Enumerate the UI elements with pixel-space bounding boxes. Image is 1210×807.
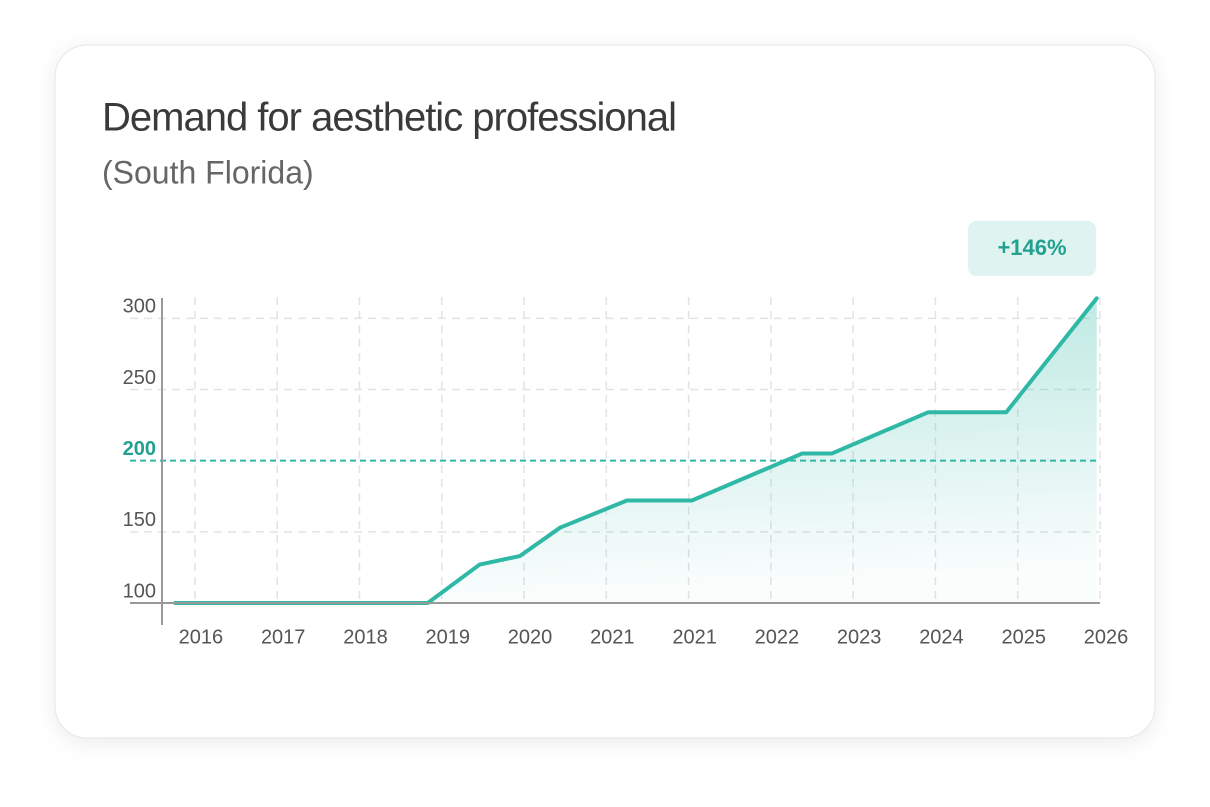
x-tick-label: 2024 — [919, 626, 964, 648]
x-tick-label: 2020 — [508, 626, 553, 648]
x-tick-label: 2017 — [261, 626, 306, 648]
area — [175, 298, 1097, 603]
y-tick-label: 150 — [123, 509, 156, 531]
line — [173, 296, 1099, 605]
y-tick-label: 100 — [123, 580, 156, 602]
y-tick-label: 300 — [123, 296, 156, 318]
x-tick-label: 2025 — [1001, 626, 1046, 648]
x-tick-label: 2026 — [1084, 626, 1129, 648]
y-tick-label: 250 — [123, 367, 156, 389]
plot — [173, 296, 1099, 605]
chart-subtitle: (South Florida) — [102, 154, 314, 190]
x-tick-label: 2022 — [755, 626, 800, 648]
x-tick-label: 2016 — [179, 626, 224, 648]
y-tick-label: 200 — [123, 438, 156, 460]
x-tick-label: 2018 — [343, 626, 388, 648]
x-tick-label: 2021 — [590, 626, 635, 648]
chart-title: Demand for aesthetic professional — [102, 96, 676, 140]
x-tick-label: 2019 — [426, 626, 471, 648]
badge-text: +146% — [997, 235, 1066, 260]
x-tick-label: 2023 — [837, 626, 882, 648]
x-tick-label: 2021 — [672, 626, 717, 648]
badge — [968, 221, 1096, 276]
